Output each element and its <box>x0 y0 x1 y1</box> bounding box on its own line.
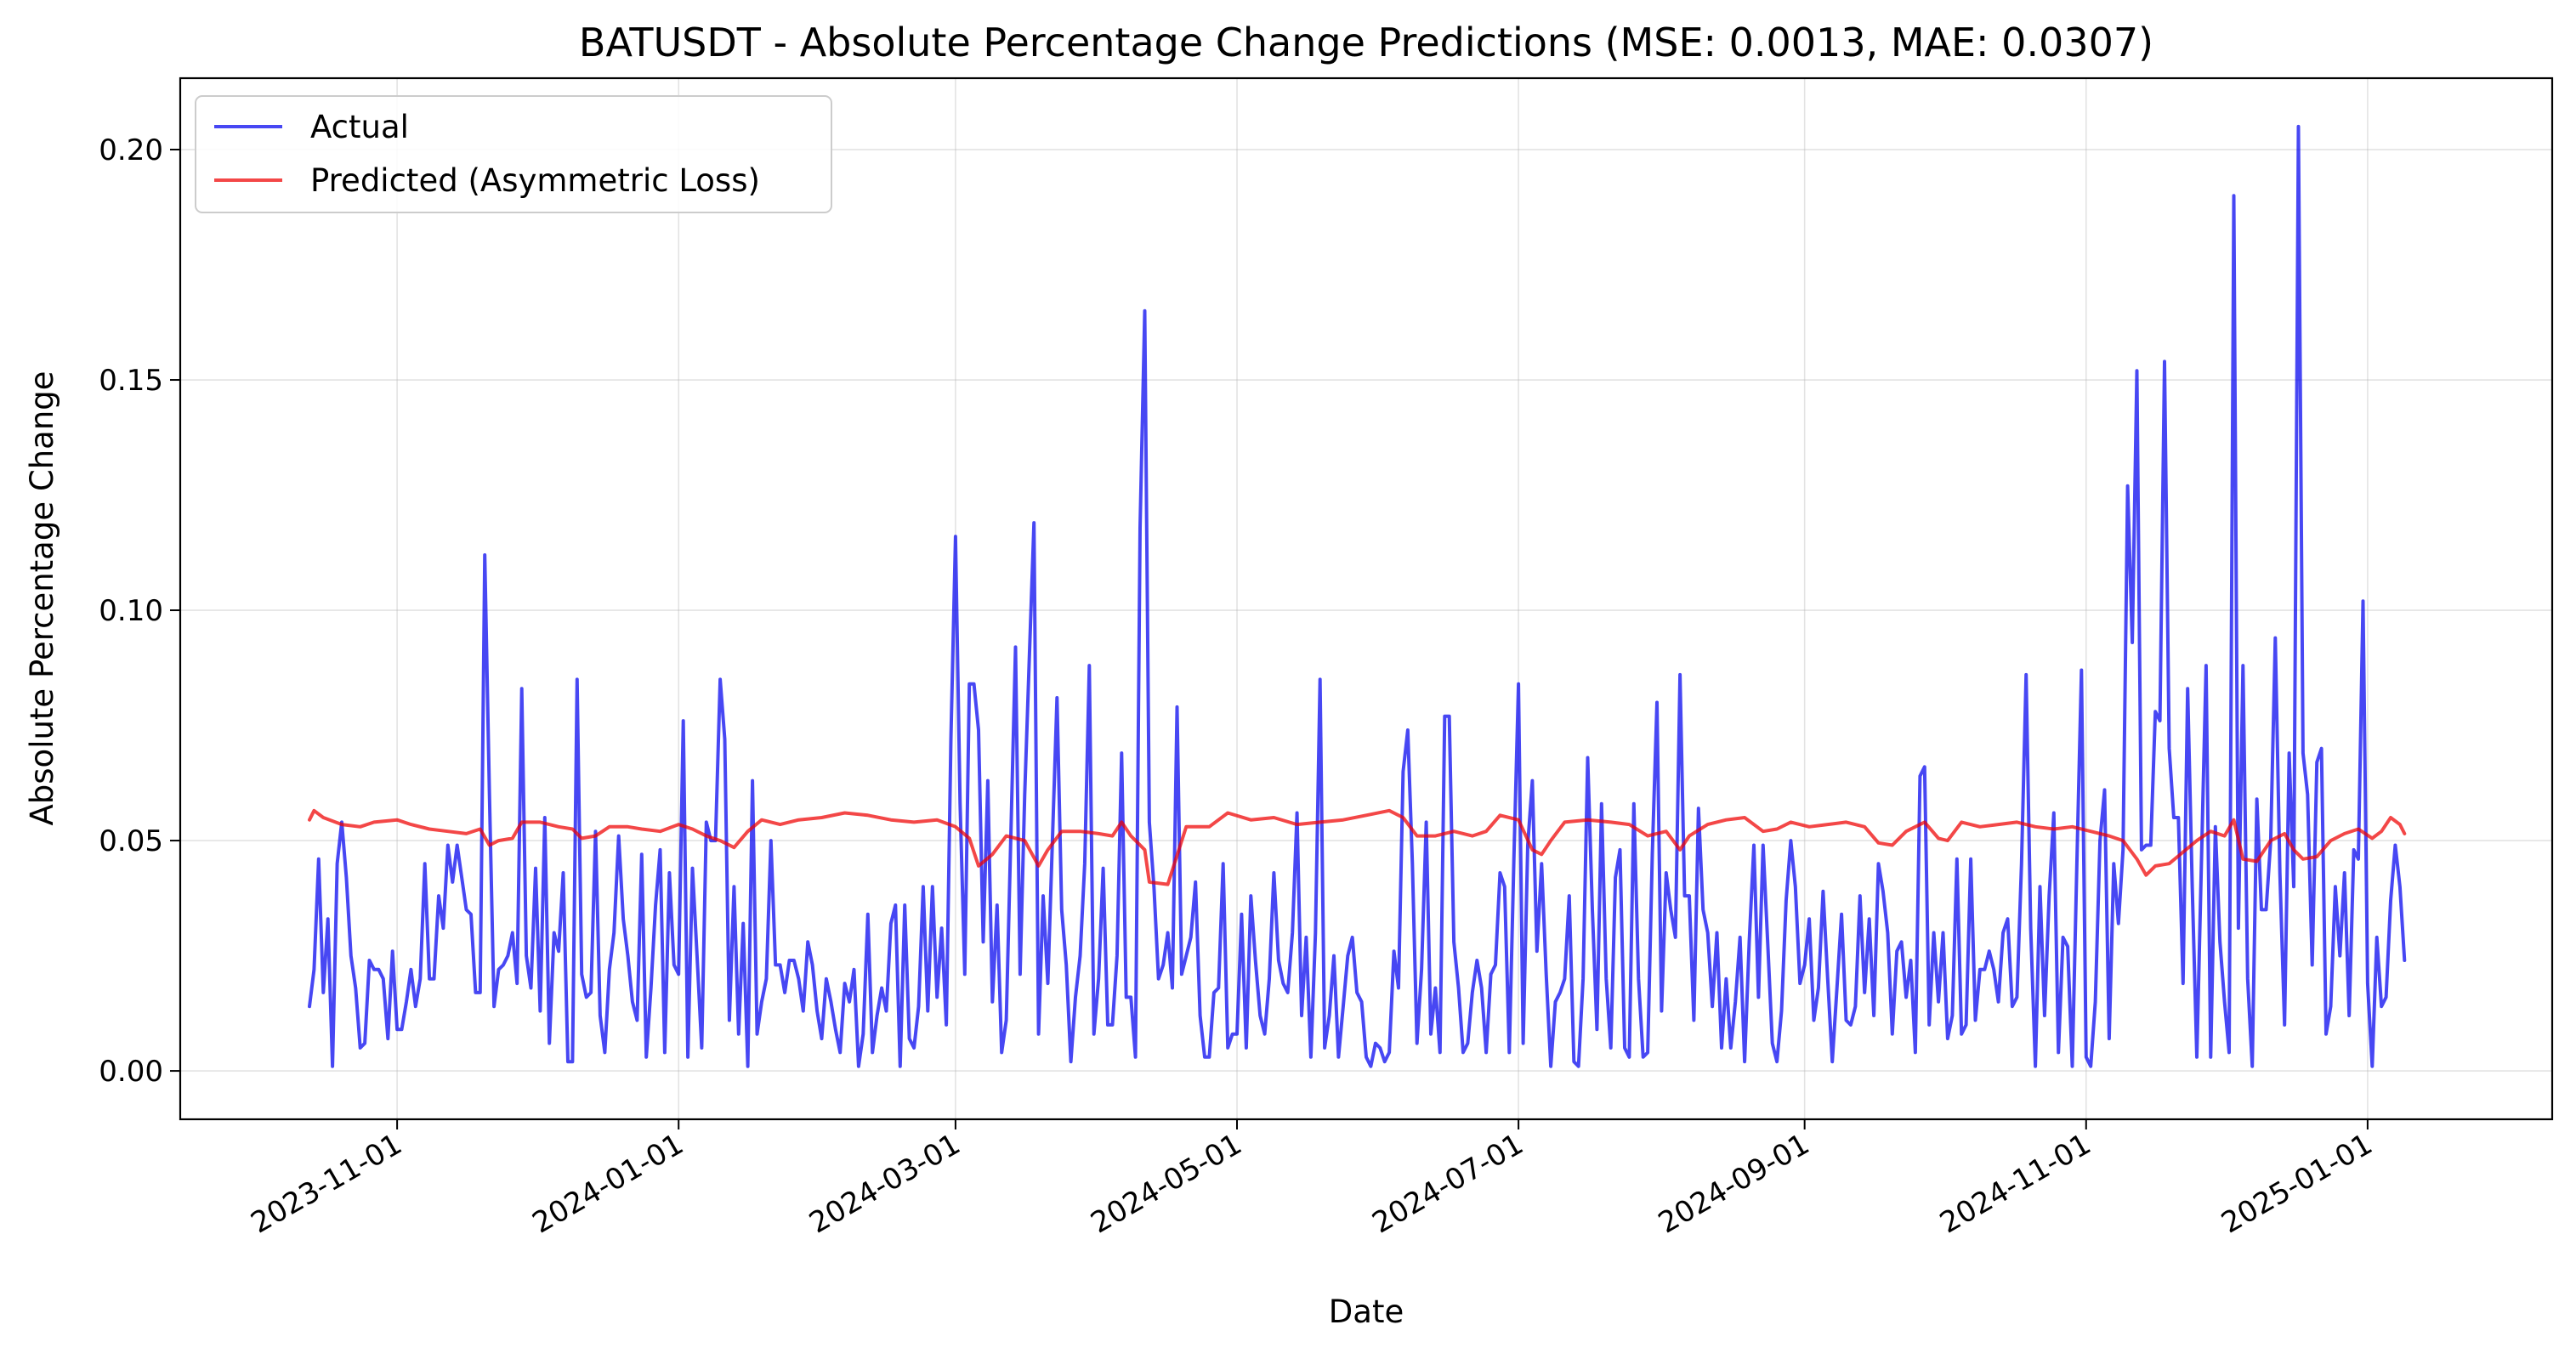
grid <box>180 78 2552 1119</box>
y-axis-label: Absolute Percentage Change <box>24 371 60 825</box>
plot-area <box>308 124 2407 1068</box>
series-line-predicted <box>308 808 2407 886</box>
y-tick-label: 0.05 <box>99 824 163 858</box>
legend-label-predicted: Predicted (Asymmetric Loss) <box>310 162 760 199</box>
legend-box <box>195 95 832 213</box>
plot-frame <box>179 76 2554 1121</box>
y-tick-label: 0.15 <box>99 364 163 398</box>
series-line-actual <box>308 124 2407 1068</box>
y-tick-label: 0.10 <box>99 594 163 628</box>
y-tick-label: 0.20 <box>99 133 163 167</box>
chart-title: BATUSDT - Absolute Percentage Change Pre… <box>579 20 2153 65</box>
legend: Actual Predicted (Asymmetric Loss) <box>195 95 832 213</box>
x-axis-label: Date <box>1329 1294 1404 1330</box>
legend-label-actual: Actual <box>310 109 409 145</box>
y-tick-label: 0.00 <box>99 1055 163 1089</box>
